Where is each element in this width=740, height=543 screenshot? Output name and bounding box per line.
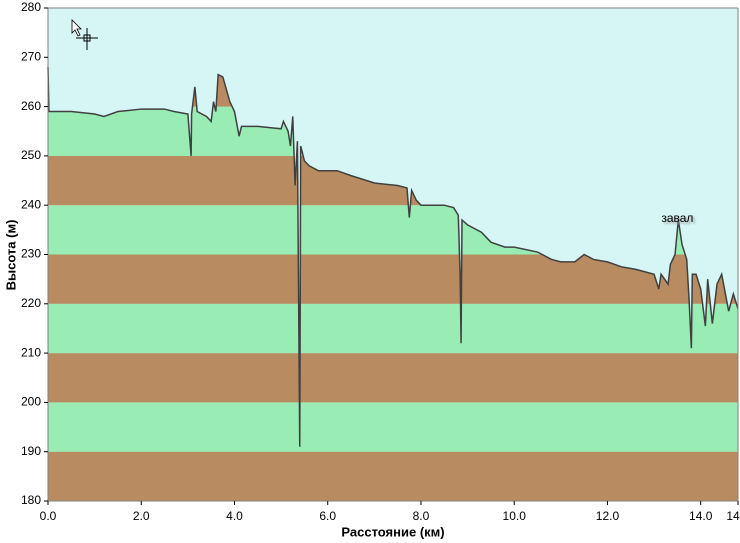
terrain-band <box>48 451 738 501</box>
y-tick-label: 210 <box>21 345 41 359</box>
x-tick-label: 14.0 <box>689 509 713 523</box>
y-tick-label: 250 <box>21 148 41 162</box>
elevation-line <box>47 67 739 447</box>
y-tick-label: 260 <box>21 99 41 113</box>
terrain-band <box>48 353 738 403</box>
x-tick-label: 2.0 <box>133 509 150 523</box>
y-tick-label: 240 <box>21 197 41 211</box>
crosshair-box <box>83 34 91 42</box>
x-tick-label: 14.8 <box>726 509 740 523</box>
y-tick-label: 180 <box>21 493 41 507</box>
cursor-arrow <box>71 19 82 37</box>
x-tick-label: 10.0 <box>503 509 527 523</box>
y-tick-label: 190 <box>21 444 41 458</box>
y-tick-label: 280 <box>21 0 41 14</box>
terrain-band <box>48 402 738 452</box>
x-tick-label: 4.0 <box>226 509 243 523</box>
crosshair <box>76 28 98 50</box>
x-axis-label: Расстояние (км) <box>341 524 444 539</box>
mouse-cursor <box>71 19 98 50</box>
y-tick-label: 270 <box>21 49 41 63</box>
y-tick-label: 200 <box>21 395 41 409</box>
x-tick-label: 0.0 <box>40 509 57 523</box>
x-tick-label: 8.0 <box>413 509 430 523</box>
y-tick-label: 220 <box>21 296 41 310</box>
x-tick-label: 6.0 <box>319 509 336 523</box>
y-tick-label: 230 <box>21 247 41 261</box>
terrain-band <box>48 303 738 354</box>
x-tick-label: 12.0 <box>596 509 620 523</box>
y-axis-label: Высота (м) <box>3 220 18 291</box>
annotation: завал <box>661 211 693 225</box>
